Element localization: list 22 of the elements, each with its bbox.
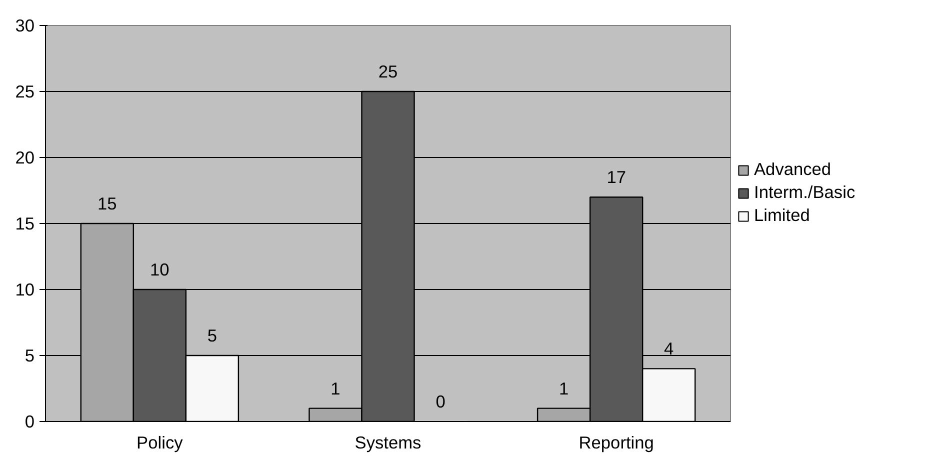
y-tick-label: 25 bbox=[15, 82, 35, 102]
y-tick-label: 30 bbox=[15, 16, 35, 36]
y-tick-label: 10 bbox=[15, 280, 35, 300]
data-label: 10 bbox=[150, 260, 170, 280]
legend-label: Advanced bbox=[754, 159, 832, 180]
data-label: 4 bbox=[664, 338, 674, 359]
x-tick-label: Policy bbox=[136, 432, 184, 452]
y-tick-label: 20 bbox=[15, 148, 35, 168]
legend-label: Interm./Basic bbox=[754, 182, 856, 203]
x-tick-label: Reporting bbox=[578, 432, 654, 452]
data-label: 1 bbox=[330, 378, 340, 398]
data-label: 25 bbox=[378, 62, 398, 82]
data-label: 1 bbox=[559, 378, 569, 398]
y-tick-label: 0 bbox=[24, 412, 35, 432]
y-tick-label: 15 bbox=[15, 214, 35, 234]
data-label: 17 bbox=[606, 167, 626, 188]
data-label: 15 bbox=[98, 194, 117, 214]
y-tick-label: 5 bbox=[24, 346, 35, 366]
legend-label: Limited bbox=[754, 205, 810, 226]
data-label: 0 bbox=[436, 392, 446, 412]
x-tick-label: Systems bbox=[354, 432, 422, 452]
data-label: 5 bbox=[207, 326, 218, 346]
